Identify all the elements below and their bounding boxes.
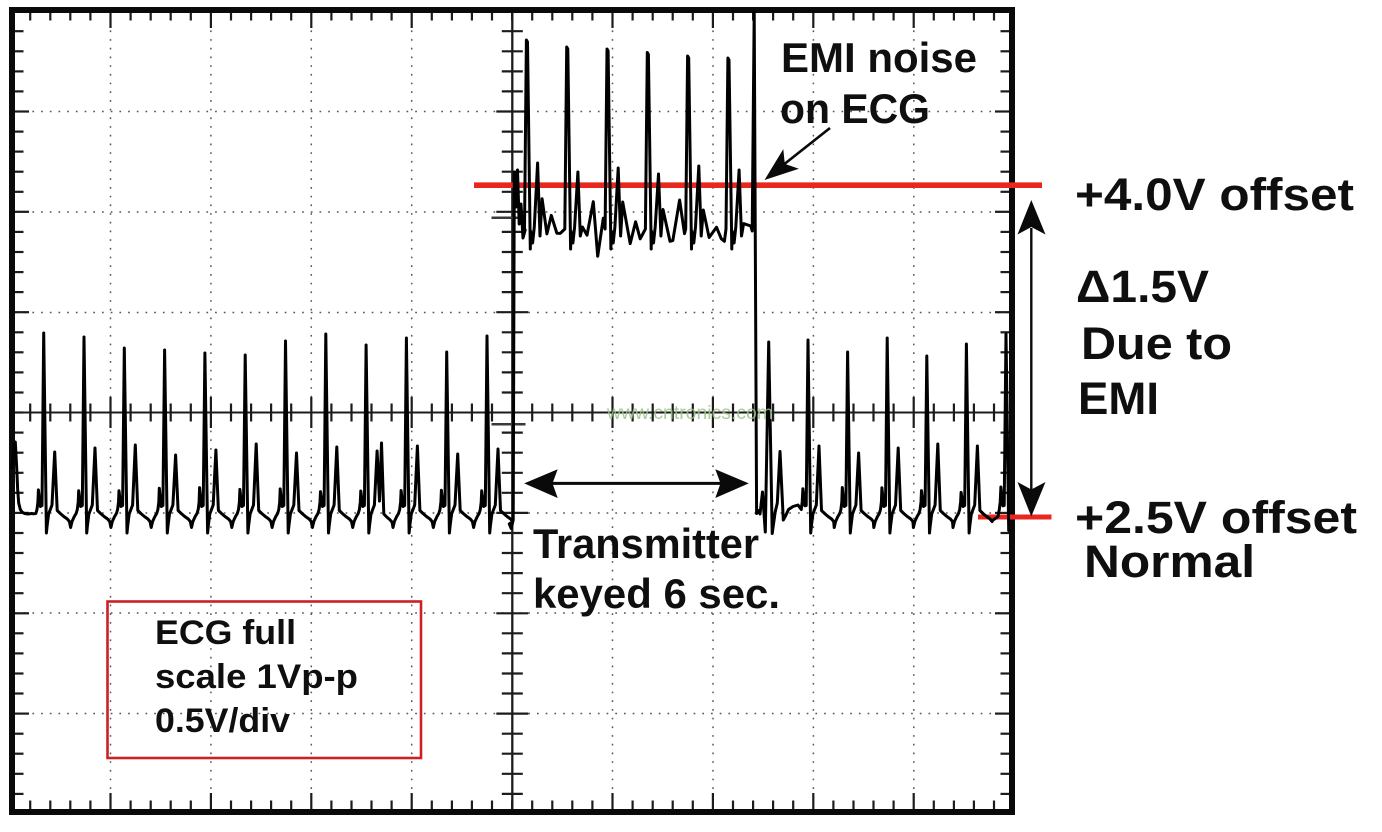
svg-text:Due to: Due to xyxy=(1081,318,1232,369)
svg-text:Transmitter: Transmitter xyxy=(533,520,759,567)
svg-text:on ECG: on ECG xyxy=(780,85,930,132)
svg-text:EMI: EMI xyxy=(1078,373,1159,424)
svg-text:EMI noise: EMI noise xyxy=(781,34,977,81)
svg-text:Normal: Normal xyxy=(1084,536,1255,587)
svg-text:ECG full: ECG full xyxy=(155,614,296,652)
svg-text:Δ1.5V: Δ1.5V xyxy=(1076,261,1209,312)
svg-text:+2.5V offset: +2.5V offset xyxy=(1075,492,1357,543)
svg-text:www.cntronics.com: www.cntronics.com xyxy=(606,402,773,424)
svg-text:+4.0V offset: +4.0V offset xyxy=(1075,169,1354,220)
svg-text:keyed 6 sec.: keyed 6 sec. xyxy=(533,570,780,617)
svg-text:scale 1Vp-p: scale 1Vp-p xyxy=(155,658,358,696)
svg-text:0.5V/div: 0.5V/div xyxy=(155,702,290,740)
